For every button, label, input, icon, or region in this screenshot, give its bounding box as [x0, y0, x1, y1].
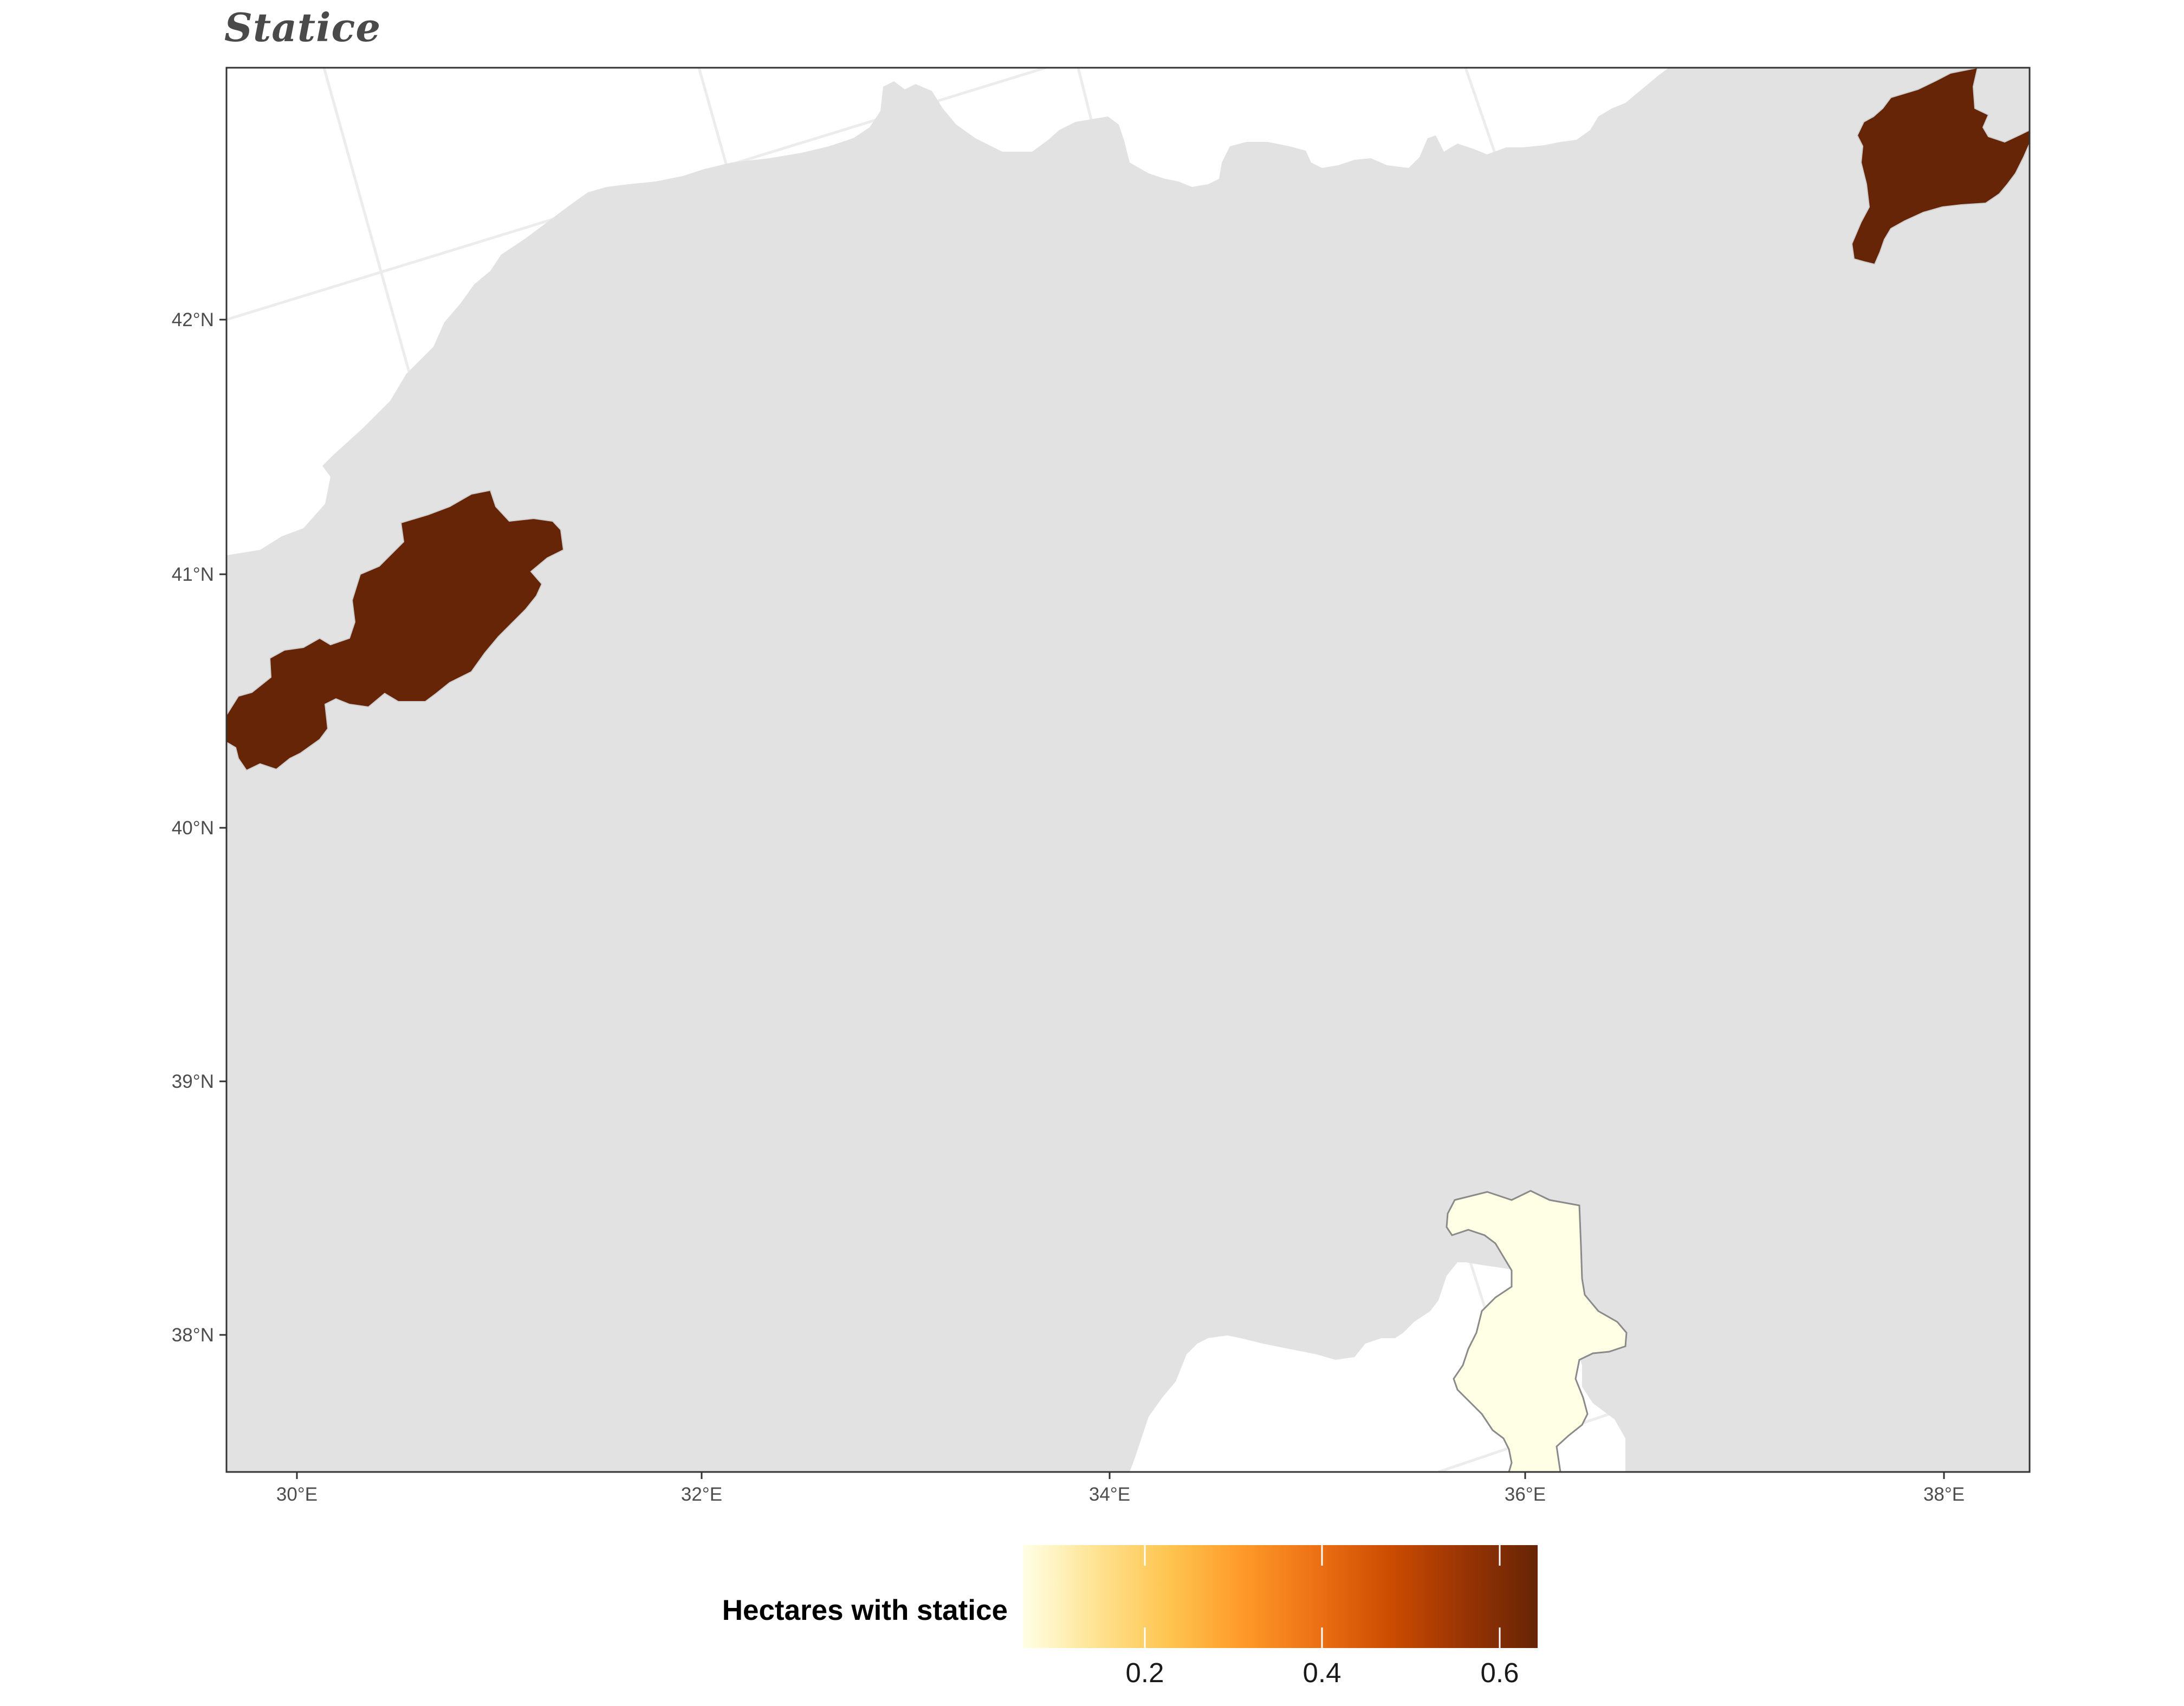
y-axis: 42°N 41°N 40°N 39°N 38°N: [172, 309, 226, 1346]
y-tick-label: 42°N: [172, 309, 214, 330]
y-tick-label: 40°N: [172, 818, 214, 839]
x-axis: 30°E 32°E 34°E 36°E 38°E: [276, 1472, 1965, 1505]
region-northeast: [1851, 68, 2030, 265]
region-southeast: [1446, 1190, 1628, 1472]
x-tick-label: 32°E: [681, 1484, 722, 1505]
land-mass: [226, 68, 2030, 1472]
legend-title: Hectares with statice: [722, 1594, 1008, 1626]
legend-colorbar: 0.2 0.4 0.6: [1023, 1545, 1538, 1688]
y-tick-label: 39°N: [172, 1071, 214, 1092]
legend-gradient-bar: [1023, 1545, 1538, 1648]
legend-tick-label: 0.4: [1303, 1657, 1341, 1688]
map-title: Statice: [224, 4, 381, 50]
legend-tick-label: 0.2: [1126, 1657, 1164, 1688]
x-tick-label: 30°E: [276, 1484, 317, 1505]
legend-tick-label: 0.6: [1481, 1657, 1519, 1688]
y-tick-label: 38°N: [172, 1325, 214, 1346]
x-tick-label: 38°E: [1923, 1484, 1965, 1505]
panel-border: [225, 67, 2031, 1473]
x-tick-label: 36°E: [1505, 1484, 1546, 1505]
x-tick-label: 34°E: [1089, 1484, 1130, 1505]
y-tick-label: 41°N: [172, 564, 214, 585]
region-west: [226, 489, 565, 771]
